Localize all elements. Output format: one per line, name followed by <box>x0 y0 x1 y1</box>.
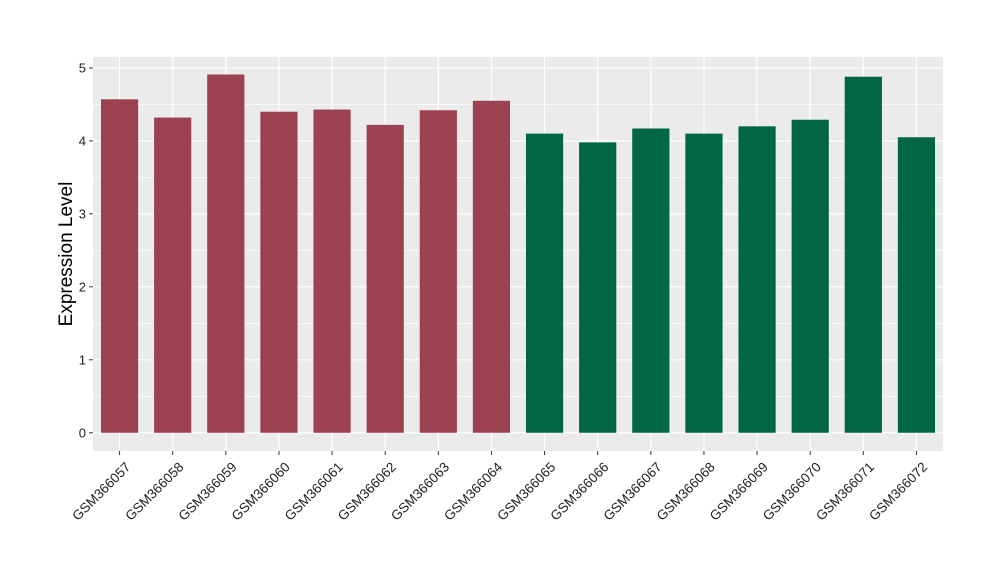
y-tick-label: 1 <box>79 352 86 367</box>
bar-GSM366069 <box>738 126 776 433</box>
bar-GSM366067 <box>632 128 670 433</box>
bar-GSM366066 <box>579 142 617 433</box>
bar-GSM366071 <box>844 76 882 433</box>
y-tick-label: 2 <box>79 279 86 294</box>
y-tick-label: 0 <box>79 425 86 440</box>
bar-GSM366057 <box>100 99 139 433</box>
y-tick-label: 5 <box>79 60 86 75</box>
bar-GSM366058 <box>154 117 192 433</box>
bar-GSM366059 <box>207 74 245 433</box>
y-tick-label: 3 <box>79 206 86 221</box>
bar-GSM366070 <box>791 119 829 433</box>
bar-GSM366068 <box>685 133 723 433</box>
bar-GSM366065 <box>525 133 564 433</box>
bar-GSM366072 <box>897 137 936 433</box>
y-axis-title: Expression Level <box>56 182 77 327</box>
bar-GSM366063 <box>419 110 457 433</box>
bar-GSM366061 <box>313 109 351 433</box>
bar-GSM366064 <box>472 100 511 433</box>
y-tick-label: 4 <box>79 133 86 148</box>
bars <box>100 74 936 433</box>
bar-GSM366062 <box>366 124 404 433</box>
bar-GSM366060 <box>260 111 298 433</box>
